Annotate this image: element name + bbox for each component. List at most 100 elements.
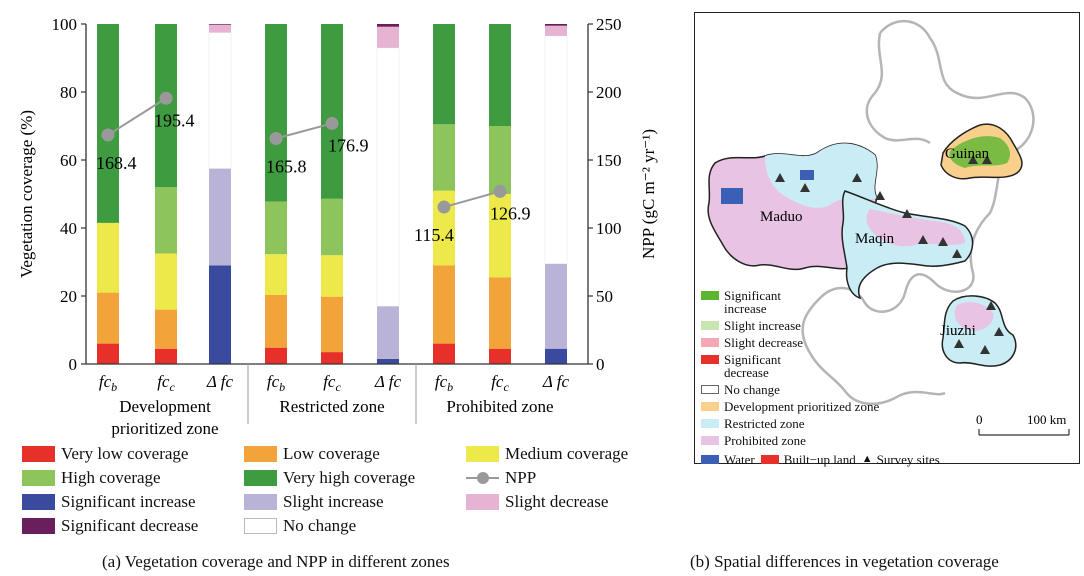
bar-segment	[489, 277, 511, 349]
bar-segment	[155, 24, 177, 188]
y2-tick-label: 250	[596, 15, 622, 34]
bar-segment	[376, 47, 400, 307]
map-legend-swatch	[701, 291, 719, 300]
legend-label: Significant decrease	[61, 516, 199, 535]
npp-line	[107, 97, 167, 136]
map-legend-label: Water	[724, 452, 755, 467]
survey-site	[986, 301, 996, 310]
legend-swatch	[22, 470, 55, 486]
region-label-guinan: Guinan	[945, 146, 990, 162]
legend-label: High coverage	[61, 468, 161, 487]
bar-segment	[265, 201, 287, 255]
labels-layer: 0 20 40 60 80 100 0 50 100 150 200 250 Vegetation co…	[17, 15, 658, 438]
survey-sites	[775, 155, 1004, 354]
legend-swatch	[22, 518, 55, 534]
bar-segment	[544, 35, 568, 265]
bar-segment	[377, 306, 399, 359]
y2-tick-label: 150	[596, 151, 622, 170]
bar-segment	[97, 292, 119, 344]
bar-segment	[155, 253, 177, 310]
map-legend-item: Slight decrease	[701, 336, 803, 349]
legend-item: Slight increase	[244, 492, 384, 512]
map-legend-item: Restricted zone	[701, 417, 805, 430]
spatial-map: Guinan Maduo Maqin Jiuzhi 0 100 km Signi…	[694, 12, 1080, 467]
legend-item: No change	[244, 516, 356, 536]
bar-segment	[545, 24, 567, 26]
npp-point	[493, 184, 507, 198]
legend-swatch	[244, 446, 277, 462]
y-axis-title: Vegetation coverage (%)	[17, 110, 36, 278]
y2-axis-title: NPP (gC m⁻² yr⁻¹)	[639, 129, 658, 259]
region-label-maduo: Maduo	[760, 209, 803, 225]
map-legend-item: Prohibited zone	[701, 434, 806, 447]
legend-item: Medium coverage	[466, 444, 628, 464]
y-tick-label: 20	[60, 287, 77, 306]
legend-label: Medium coverage	[505, 444, 629, 463]
map-legend-label: Significant decrease	[724, 352, 782, 380]
legend-item: Very high coverage	[244, 468, 415, 488]
bar-segment	[321, 198, 343, 256]
map-legend-swatch	[701, 436, 719, 445]
bar-segment	[545, 348, 567, 364]
bar-segment	[97, 24, 119, 223]
legend-item: Slight decrease	[466, 492, 608, 512]
survey-site	[852, 173, 862, 182]
legend-label: NPP	[505, 468, 537, 487]
legend-label: No change	[283, 516, 357, 535]
map-legend-label: Significant increase	[724, 288, 782, 316]
legend-swatch	[22, 446, 55, 462]
legend-label: Slight decrease	[505, 492, 609, 511]
map-canvas: Guinan Maduo Maqin Jiuzhi 0 100 km	[707, 19, 1070, 436]
map-legend-swatch	[701, 355, 719, 364]
npp-label: 115.4	[414, 225, 454, 245]
bar-segment	[433, 124, 455, 191]
axes-layer	[81, 23, 593, 424]
group-label: Restricted zone	[279, 397, 384, 416]
legend-item: Significant increase	[22, 492, 196, 512]
map-legend-item: Development prioritized zone	[701, 400, 879, 413]
jiuzhi-prohibited	[954, 302, 994, 331]
province-outline-2	[865, 32, 931, 145]
map-legend-swatch	[701, 385, 719, 394]
bar-segment	[321, 352, 343, 364]
y-tick-label: 0	[69, 355, 78, 374]
npp-point	[437, 200, 451, 214]
map-legend-swatch	[701, 321, 719, 330]
survey-site	[902, 209, 912, 218]
npp-label: 165.8	[266, 157, 307, 177]
bar-segment	[377, 24, 399, 27]
npp-point	[325, 116, 339, 130]
bar-segment	[321, 296, 343, 353]
legend-item: Low coverage	[244, 444, 380, 464]
legend-swatch	[466, 470, 499, 486]
bar-segment	[433, 24, 455, 125]
category-label: fcb	[435, 372, 453, 394]
map-legend-item: Slight increase	[701, 319, 801, 332]
bar-segment	[208, 32, 232, 169]
bar-segment	[377, 358, 399, 364]
y-tick-label: 40	[60, 219, 77, 238]
bar-segment	[155, 309, 177, 349]
bar-segment	[489, 24, 511, 126]
survey-site	[954, 339, 964, 348]
vegetation-npp-chart: 0 20 40 60 80 100 0 50 100 150 200 250 Vegetation co…	[17, 15, 658, 438]
y-tick-label: 100	[52, 15, 78, 34]
legend-swatch	[22, 494, 55, 510]
group-label: Prohibited zone	[446, 397, 553, 416]
y-tick-label: 60	[60, 151, 77, 170]
survey-site	[775, 173, 785, 182]
legend-swatch	[244, 494, 277, 510]
map-legend-label: Restricted zone	[724, 416, 805, 431]
map-legend-label: Built−up land	[783, 452, 856, 467]
survey-site-icon: ▲	[861, 453, 873, 465]
bar-segment	[209, 24, 231, 33]
survey-site	[980, 345, 990, 354]
bar-segment	[155, 187, 177, 254]
scale-zero: 0	[976, 412, 983, 427]
bar-segment	[545, 25, 567, 36]
region-label-jiuzhi: Jiuzhi	[940, 323, 976, 339]
npp-point	[101, 128, 115, 142]
group-label: Development	[119, 397, 211, 416]
map-legend-swatch	[701, 419, 719, 428]
category-label: fcc	[491, 372, 509, 394]
